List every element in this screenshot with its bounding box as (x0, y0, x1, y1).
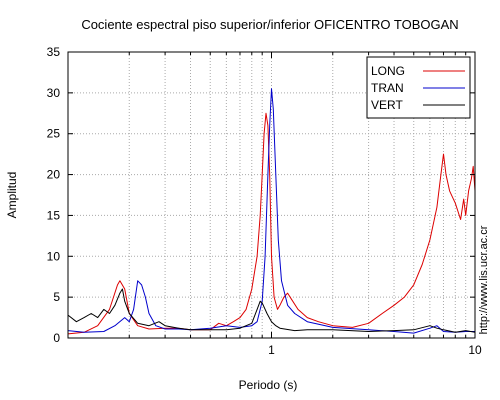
y-tick-label: 25 (47, 127, 61, 141)
y-tick-label: 30 (47, 86, 61, 100)
series-line-long (67, 112, 476, 335)
y-tick-label: 5 (53, 290, 60, 304)
legend-label-long: LONG (371, 64, 405, 78)
y-tick-label: 15 (47, 208, 61, 222)
legend-label-tran: TRAN (371, 81, 404, 95)
y-tick-label: 35 (47, 45, 61, 59)
y-tick-label: 20 (47, 168, 61, 182)
source-url-text: http://www.lis.ucr.ac.cr (478, 225, 490, 334)
series-layer (67, 88, 476, 335)
y-axis-label: Amplitud (5, 172, 19, 219)
x-axis-label: Periodo (s) (239, 378, 298, 392)
chart-title: Cociente espectral piso superior/inferio… (81, 17, 458, 32)
legend-label-vert: VERT (371, 98, 403, 112)
y-tick-label: 10 (47, 249, 61, 263)
series-line-vert (67, 288, 476, 333)
legend: LONG TRAN VERT (366, 56, 471, 119)
axis-layer: 0 5 10 15 20 25 30 35 1 10 (47, 45, 482, 357)
x-tick-label: 1 (268, 343, 275, 357)
y-tick-label: 0 (53, 331, 60, 345)
x-tick-label: 10 (468, 343, 482, 357)
series-line-tran (67, 88, 475, 334)
